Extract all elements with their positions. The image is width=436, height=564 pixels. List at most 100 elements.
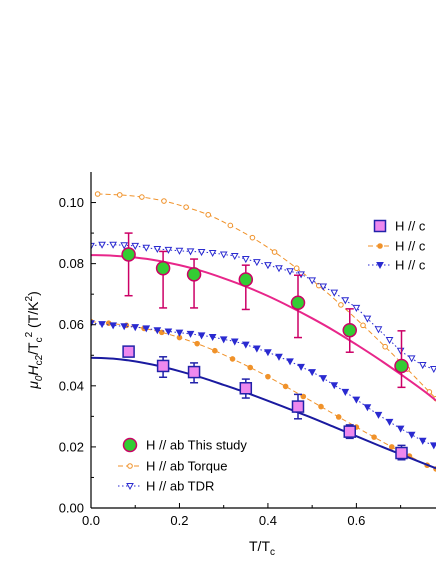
- data-point: [385, 337, 394, 345]
- legend-item: H // c: [368, 258, 426, 273]
- data-point: [120, 323, 129, 331]
- x-tick-label: 0.4: [259, 513, 277, 528]
- data-point: [227, 222, 234, 229]
- data-point: [396, 425, 405, 433]
- data-point: [297, 363, 305, 371]
- data-point: [407, 355, 416, 363]
- data-point: [286, 358, 294, 366]
- x-axis-title-main: T/T: [249, 538, 270, 554]
- data-point: [155, 260, 171, 276]
- data-point: [175, 247, 184, 255]
- data-point: [275, 353, 283, 361]
- series-c-torque: [91, 318, 436, 472]
- data-point: [286, 268, 294, 276]
- data-point: [429, 442, 436, 450]
- data-point: [183, 204, 189, 210]
- data-point: [109, 241, 117, 249]
- data-point: [249, 234, 256, 241]
- series-line-c-fit: [91, 356, 436, 470]
- y-axis-title-part: 2: [24, 295, 35, 301]
- data-point: [395, 446, 408, 460]
- x-tick-label: 0.2: [170, 513, 188, 528]
- data-point: [208, 249, 217, 257]
- legend-label: H // c: [395, 239, 426, 254]
- data-point: [98, 241, 106, 249]
- y-axis-title-part: 2: [24, 331, 35, 337]
- data-point: [343, 425, 356, 438]
- data-point: [374, 326, 383, 334]
- y-axis-title-part: (T/K: [25, 301, 41, 332]
- data-point: [229, 356, 236, 362]
- x-axis-title-sub: c: [270, 547, 275, 558]
- data-point: [131, 242, 140, 250]
- data-point: [352, 304, 361, 312]
- legend-marker: [127, 463, 133, 469]
- data-point: [385, 418, 394, 426]
- data-point: [265, 373, 271, 380]
- legend-label: H // ab TDR: [146, 479, 214, 494]
- legend-item: H // ab TDR: [118, 479, 214, 494]
- y-axis-title-part: 0: [34, 375, 45, 381]
- data-point: [319, 283, 328, 291]
- series-c-tdr: [91, 320, 436, 450]
- data-point: [186, 267, 202, 282]
- data-point: [205, 211, 212, 218]
- data-point: [429, 366, 436, 374]
- data-point: [120, 242, 129, 250]
- data-point: [187, 365, 201, 379]
- data-point: [335, 414, 342, 420]
- data-point: [342, 322, 357, 338]
- data-point: [239, 382, 253, 395]
- data-point: [186, 330, 195, 338]
- axes-layer: 0.0 0.2 0.4 0.60.000.020.040.060.080.10T/Tc…: [24, 172, 436, 558]
- data-point: [161, 198, 167, 204]
- data-point: [318, 403, 324, 410]
- data-point: [139, 194, 145, 200]
- data-point: [291, 400, 305, 413]
- data-point: [418, 362, 427, 370]
- data-point: [363, 315, 372, 323]
- series-line-c-tdr: [91, 322, 434, 446]
- data-point: [142, 244, 151, 252]
- data-point: [264, 349, 272, 357]
- data-point: [352, 396, 361, 404]
- data-point: [388, 444, 395, 450]
- data-point: [212, 347, 218, 354]
- series-ab-tdr: [91, 241, 436, 374]
- data-point: [122, 345, 135, 358]
- legend-marker: [373, 219, 387, 233]
- legend-label: H // c: [395, 258, 426, 273]
- y-tick-label: 0.02: [59, 439, 84, 454]
- y-tick-label: 0.00: [59, 501, 84, 516]
- data-point: [407, 431, 416, 439]
- legend-layer: H // ab This study H // ab Torque H // ab …: [118, 219, 426, 494]
- data-point: [241, 341, 250, 349]
- data-point: [156, 359, 170, 373]
- series-ab-study: [121, 232, 409, 389]
- y-axis-title-part: /T: [25, 342, 41, 355]
- data-point: [197, 249, 206, 257]
- data-point: [363, 404, 372, 412]
- data-point: [116, 192, 123, 198]
- data-point: [264, 262, 272, 270]
- y-axis-title-part: ): [25, 291, 41, 296]
- data-point: [153, 245, 162, 254]
- data-point: [94, 191, 101, 197]
- legend-item: H // c: [373, 219, 426, 234]
- series-c-study: [122, 345, 408, 461]
- data-point: [253, 259, 261, 267]
- data-point: [247, 364, 254, 371]
- data-point: [121, 247, 136, 262]
- data-point: [153, 327, 162, 335]
- legend-item: H // ab This study: [122, 438, 247, 453]
- data-point: [293, 265, 300, 272]
- data-point: [219, 336, 228, 344]
- y-tick-label: 0.10: [59, 195, 84, 210]
- data-point: [131, 324, 140, 332]
- data-point: [282, 383, 289, 390]
- series-c-fit: [91, 356, 436, 470]
- data-point: [271, 249, 278, 255]
- legend-label: H // ab Torque: [146, 459, 227, 474]
- data-point: [338, 302, 344, 308]
